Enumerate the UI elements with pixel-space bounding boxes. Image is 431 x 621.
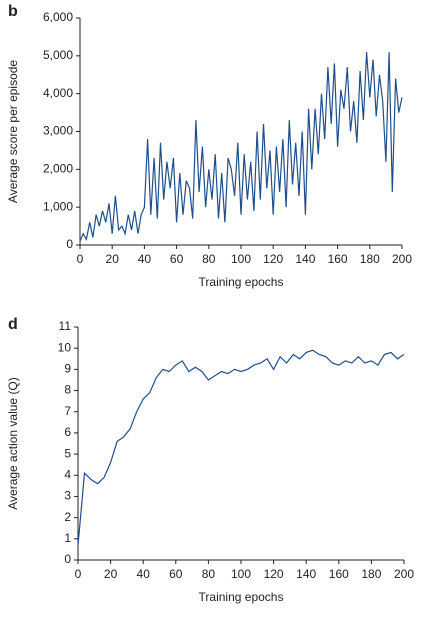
x-tick-label: 180 xyxy=(361,567,381,581)
y-axis-title: Average score per episode xyxy=(6,60,20,204)
y-tick-label: 1,000 xyxy=(43,199,73,213)
x-tick-label: 160 xyxy=(328,252,348,266)
y-tick-label: 5 xyxy=(64,446,71,460)
x-tick-label: 120 xyxy=(263,252,283,266)
y-tick-label: 0 xyxy=(64,552,71,566)
x-tick-label: 40 xyxy=(138,252,152,266)
x-tick-label: 140 xyxy=(295,252,315,266)
panel-label: b xyxy=(8,3,18,20)
y-tick-label: 4,000 xyxy=(43,86,73,100)
x-tick-label: 120 xyxy=(264,567,284,581)
x-tick-label: 180 xyxy=(360,252,380,266)
x-tick-label: 200 xyxy=(394,567,414,581)
y-tick-label: 5,000 xyxy=(43,48,73,62)
x-tick-label: 140 xyxy=(296,567,316,581)
y-axis-title: Average action value (Q) xyxy=(6,377,20,510)
y-tick-label: 0 xyxy=(66,237,73,251)
x-tick-label: 20 xyxy=(106,252,120,266)
y-tick-label: 7 xyxy=(64,404,71,418)
y-tick-label: 6,000 xyxy=(43,10,73,24)
y-tick-label: 2,000 xyxy=(43,162,73,176)
x-tick-label: 0 xyxy=(77,252,84,266)
x-tick-label: 20 xyxy=(104,567,118,581)
y-tick-label: 3,000 xyxy=(43,124,73,138)
x-tick-label: 40 xyxy=(137,567,151,581)
y-tick-label: 4 xyxy=(64,467,71,481)
panel-label: d xyxy=(8,316,18,333)
y-tick-label: 2 xyxy=(64,510,71,524)
x-axis-title: Training epochs xyxy=(199,275,284,289)
x-tick-label: 80 xyxy=(202,567,216,581)
data-line xyxy=(79,52,403,242)
y-tick-label: 10 xyxy=(58,340,72,354)
y-tick-label: 11 xyxy=(59,319,72,333)
y-tick-label: 8 xyxy=(64,383,71,397)
x-tick-label: 160 xyxy=(329,567,349,581)
x-tick-label: 60 xyxy=(170,252,184,266)
x-tick-label: 200 xyxy=(392,252,412,266)
x-tick-label: 80 xyxy=(202,252,216,266)
x-tick-label: 0 xyxy=(75,567,82,581)
x-tick-label: 100 xyxy=(231,567,251,581)
y-tick-label: 6 xyxy=(64,425,71,439)
y-tick-label: 1 xyxy=(64,531,71,545)
x-tick-label: 100 xyxy=(231,252,251,266)
data-line xyxy=(77,349,405,546)
x-axis-title: Training epochs xyxy=(199,590,284,604)
x-tick-label: 60 xyxy=(169,567,183,581)
y-tick-label: 9 xyxy=(64,362,71,376)
y-tick-label: 3 xyxy=(64,489,71,503)
